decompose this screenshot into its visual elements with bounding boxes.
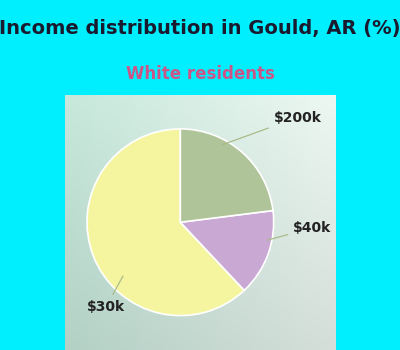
Wedge shape	[87, 129, 244, 316]
Text: $200k: $200k	[222, 111, 322, 145]
Text: $30k: $30k	[87, 276, 125, 314]
Text: $40k: $40k	[267, 221, 332, 240]
Wedge shape	[180, 129, 273, 222]
Wedge shape	[180, 211, 274, 290]
Text: Income distribution in Gould, AR (%): Income distribution in Gould, AR (%)	[0, 19, 400, 38]
Text: White residents: White residents	[126, 65, 274, 83]
